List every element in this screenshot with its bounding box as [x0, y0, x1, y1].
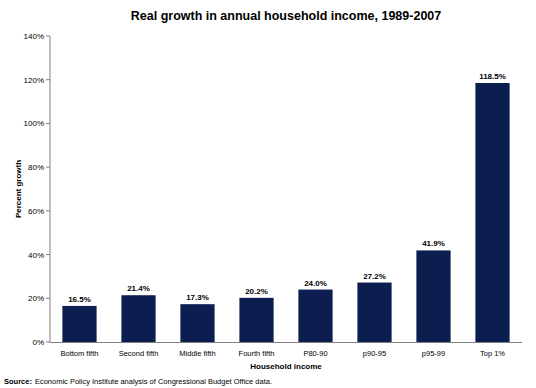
y-tick-label: 0%	[32, 338, 44, 347]
y-tick-label: 40%	[28, 251, 44, 260]
source-label: Source:	[4, 377, 32, 386]
x-tick-label: p95-99	[422, 349, 445, 358]
data-label: 27.2%	[363, 272, 386, 281]
x-axis	[50, 342, 522, 343]
bars	[62, 83, 509, 342]
data-label: 21.4%	[127, 284, 150, 293]
bar	[298, 290, 332, 342]
y-tick	[46, 342, 50, 343]
x-axis-label: Household income	[250, 362, 322, 371]
chart: Real growth in annual household income, …	[0, 0, 536, 388]
data-label: 16.5%	[68, 295, 91, 304]
data-label: 41.9%	[422, 239, 445, 248]
y-axis	[50, 36, 51, 342]
y-tick-label: 100%	[24, 119, 44, 128]
bar	[416, 250, 450, 342]
source: Source:Economic Policy Institute analysi…	[4, 377, 272, 386]
bar	[475, 83, 509, 342]
y-tick	[46, 123, 50, 124]
y-tick-label: 140%	[24, 32, 44, 41]
data-label: 17.3%	[186, 293, 209, 302]
source-text: Economic Policy Institute analysis of Co…	[35, 377, 272, 386]
y-tick-label: 80%	[28, 163, 44, 172]
y-tick	[46, 210, 50, 211]
y-tick	[46, 36, 50, 37]
data-label: 24.0%	[304, 279, 327, 288]
y-tick	[46, 79, 50, 80]
bar	[121, 295, 155, 342]
y-tick	[46, 254, 50, 255]
x-tick-label: p90-95	[363, 349, 386, 358]
x-tick-label: Middle fifth	[179, 349, 215, 358]
data-label: 20.2%	[245, 287, 268, 296]
y-tick	[46, 298, 50, 299]
bar	[239, 298, 273, 342]
data-label: 118.5%	[479, 72, 506, 81]
title: Real growth in annual household income, …	[131, 9, 442, 23]
y-axis-label: Percent growth	[14, 160, 23, 218]
x-tick-label: Fourth fifth	[239, 349, 275, 358]
x-tick-label: P80-90	[303, 349, 327, 358]
y-tick	[46, 167, 50, 168]
bar	[180, 304, 214, 342]
bar	[62, 306, 96, 342]
x-tick-label: Bottom fifth	[61, 349, 99, 358]
x-tick-label: Top 1%	[480, 349, 505, 358]
bar	[357, 283, 391, 342]
x-tick-label: Second fifth	[119, 349, 159, 358]
y-tick-label: 120%	[24, 76, 44, 85]
y-tick-label: 60%	[28, 207, 44, 216]
y-tick-label: 20%	[28, 294, 44, 303]
